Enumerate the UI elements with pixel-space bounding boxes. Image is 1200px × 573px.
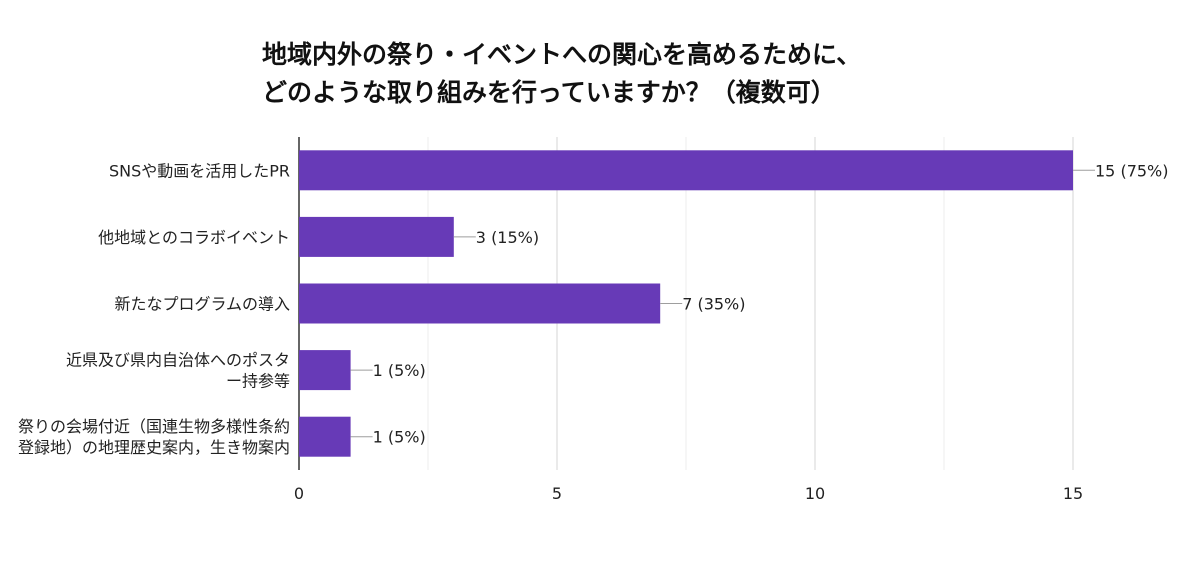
category-label: 新たなプログラムの導入 <box>114 295 290 314</box>
data-label: 3 (15%) <box>476 228 539 247</box>
x-tick-label: 5 <box>552 484 562 503</box>
category-label: 祭りの会場付近（国連生物多様性条約 <box>18 417 290 436</box>
bar <box>299 283 661 324</box>
x-tick-label: 0 <box>294 484 304 503</box>
bar <box>299 350 351 391</box>
x-tick-label: 15 <box>1063 484 1083 503</box>
bar <box>299 416 351 457</box>
category-label: SNSや動画を活用したPR <box>109 161 290 180</box>
bar <box>299 150 1073 191</box>
chart-title-line-2: どのような取り組みを行っていますか？（複数可） <box>262 78 836 107</box>
data-label: 1 (5%) <box>373 428 426 447</box>
data-label: 7 (35%) <box>682 295 745 314</box>
data-label: 15 (75%) <box>1095 161 1169 180</box>
chart-title-line-1: 地域内外の祭り・イベントへの関心を高めるために、 <box>262 40 862 69</box>
x-axis-ticks: 0 5 10 15 <box>294 484 1083 503</box>
category-label: 他地域とのコラボイベント <box>98 228 290 247</box>
bars: 15 (75%) 3 (15%) 7 (35%) 1 (5%) 1 (5%) <box>299 150 1169 457</box>
category-labels: SNSや動画を活用したPR 他地域とのコラボイベント新たなプログラムの導入近県及び… <box>18 161 290 457</box>
x-tick-label: 10 <box>805 484 825 503</box>
category-label: 登録地）の地理歴史案内，生き物案内 <box>18 438 290 457</box>
bar <box>299 216 454 257</box>
chart-title: 地域内外の祭り・イベントへの関心を高めるために、 どのような取り組みを行っていま… <box>262 36 1022 112</box>
category-label: 近県及び県内自治体へのポスタ <box>66 351 290 370</box>
data-label: 1 (5%) <box>373 361 426 380</box>
category-label: ー持参等 <box>226 372 290 391</box>
